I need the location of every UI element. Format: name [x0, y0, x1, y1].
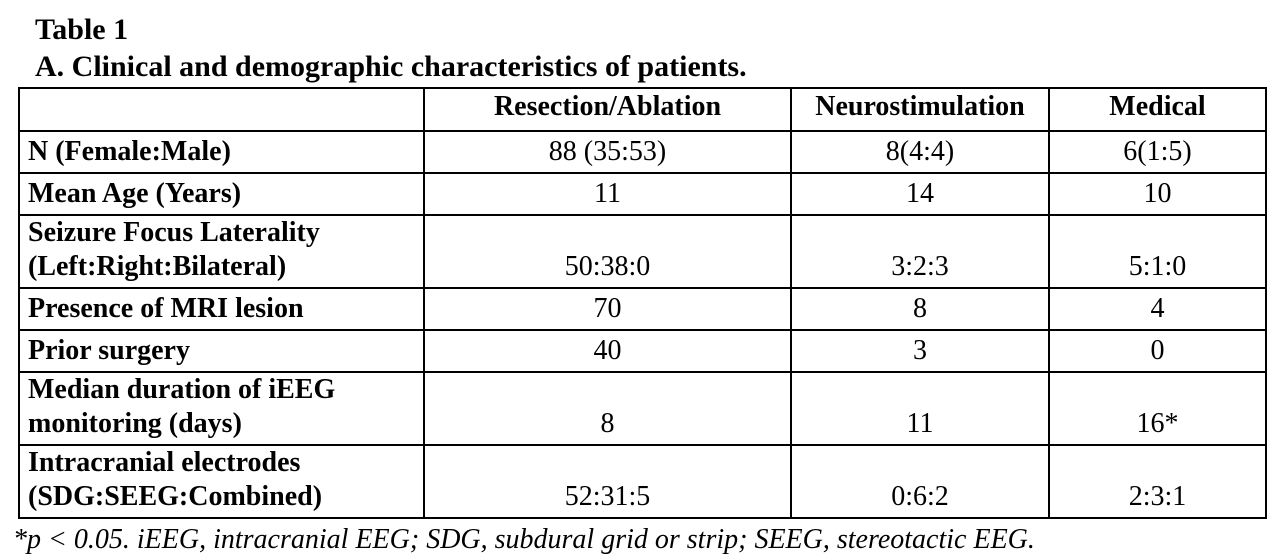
cell-value: 11 — [790, 371, 1050, 446]
header-neurostimulation: Neurostimulation — [790, 87, 1050, 132]
cell-value: 10 — [1048, 172, 1267, 216]
table-row-n: N (Female:Male) 88 (35:53) 8(4:4) 6(1:5) — [18, 130, 1267, 174]
table-row-prior-surgery: Prior surgery 40 3 0 — [18, 329, 1267, 373]
cell-value: 8 — [423, 371, 792, 446]
cell-value: 0:6:2 — [790, 444, 1050, 519]
row-label: Seizure Focus Laterality (Left:Right:Bil… — [18, 214, 425, 289]
cell-value: 3:2:3 — [790, 214, 1050, 289]
cell-value: 11 — [423, 172, 792, 216]
cell-value: 70 — [423, 287, 792, 331]
cell-value: 14 — [790, 172, 1050, 216]
cell-value: 4 — [1048, 287, 1267, 331]
header-resection-ablation: Resection/Ablation — [423, 87, 792, 132]
table-row-seizure-focus-laterality: Seizure Focus Laterality (Left:Right:Bil… — [18, 214, 1267, 289]
row-label: Presence of MRI lesion — [18, 287, 425, 331]
cell-value: 52:31:5 — [423, 444, 792, 519]
cell-value: 50:38:0 — [423, 214, 792, 289]
header-medical: Medical — [1048, 87, 1267, 132]
table-row-mean-age: Mean Age (Years) 11 14 10 — [18, 172, 1267, 216]
table-number-title: Table 1 — [35, 13, 129, 46]
header-empty-cell — [18, 87, 425, 132]
row-label: N (Female:Male) — [18, 130, 425, 174]
clinical-characteristics-table: Resection/Ablation Neurostimulation Medi… — [18, 87, 1267, 519]
table-row-median-duration: Median duration of iEEG monitoring (days… — [18, 371, 1267, 446]
cell-value: 40 — [423, 329, 792, 373]
cell-value: 0 — [1048, 329, 1267, 373]
cell-value: 2:3:1 — [1048, 444, 1267, 519]
row-label: Mean Age (Years) — [18, 172, 425, 216]
table-row-mri-lesion: Presence of MRI lesion 70 8 4 — [18, 287, 1267, 331]
cell-value: 5:1:0 — [1048, 214, 1267, 289]
header-row: Resection/Ablation Neurostimulation Medi… — [18, 87, 1267, 132]
cell-value: 3 — [790, 329, 1050, 373]
cell-value: 16* — [1048, 371, 1267, 446]
cell-value: 8 — [790, 287, 1050, 331]
row-label: Median duration of iEEG monitoring (days… — [18, 371, 425, 446]
row-label: Prior surgery — [18, 329, 425, 373]
table-footnote: *p < 0.05. iEEG, intracranial EEG; SDG, … — [13, 524, 1035, 555]
table-caption: A. Clinical and demographic characterist… — [35, 50, 747, 83]
cell-value: 8(4:4) — [790, 130, 1050, 174]
cell-value: 6(1:5) — [1048, 130, 1267, 174]
cell-value: 88 (35:53) — [423, 130, 792, 174]
table-row-intracranial-electrodes: Intracranial electrodes (SDG:SEEG:Combin… — [18, 444, 1267, 519]
row-label: Intracranial electrodes (SDG:SEEG:Combin… — [18, 444, 425, 519]
